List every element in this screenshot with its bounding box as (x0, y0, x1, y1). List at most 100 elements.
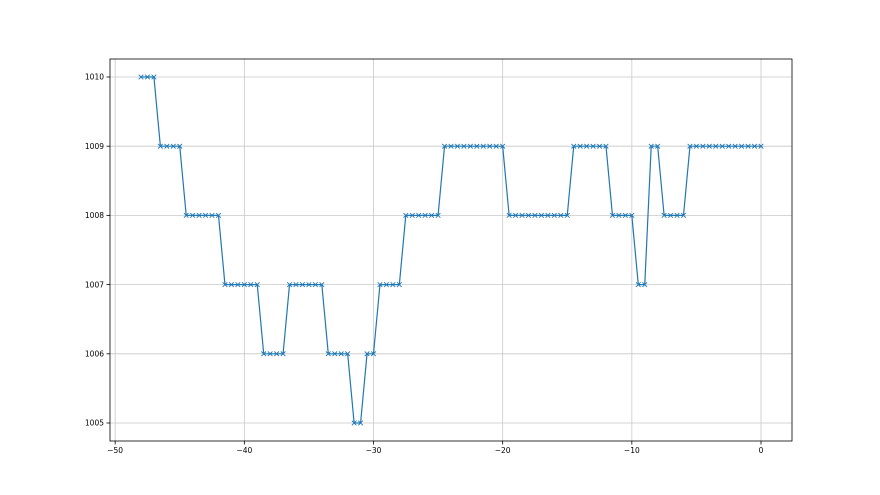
data-point-marker (183, 212, 189, 219)
data-point-marker (487, 143, 493, 149)
series-line (141, 76, 761, 424)
data-point-marker (351, 420, 357, 426)
data-point-marker (364, 351, 370, 357)
data-point-marker (377, 281, 383, 288)
data-point-marker (525, 212, 532, 219)
data-point-marker (177, 143, 183, 149)
y-tick-label: 1006 (85, 350, 104, 359)
data-point-marker (655, 143, 661, 149)
data-point-marker (667, 212, 674, 219)
data-point-marker (732, 143, 738, 149)
data-point-marker (745, 143, 751, 149)
y-tick-label: 1008 (85, 211, 104, 220)
data-point-marker (603, 143, 609, 149)
data-point-marker (512, 212, 519, 219)
data-point-marker (345, 351, 351, 357)
data-point-marker (357, 420, 364, 426)
data-point-marker (422, 212, 428, 219)
data-point-marker (467, 143, 473, 149)
data-point-marker (306, 281, 312, 288)
data-point-marker (454, 143, 461, 149)
data-point-marker (648, 143, 654, 149)
data-point-marker (235, 281, 241, 288)
data-point-marker (661, 212, 667, 219)
data-point-marker (596, 143, 603, 149)
data-point-marker (409, 212, 415, 219)
data-point-marker (706, 143, 712, 149)
data-point-marker (332, 351, 338, 357)
data-point-marker (571, 143, 577, 149)
data-point-marker (674, 212, 680, 219)
data-point-marker (274, 351, 280, 357)
x-tick-label: −10 (624, 446, 640, 455)
y-tick-label: 1009 (85, 142, 104, 151)
data-point-marker (680, 212, 687, 219)
data-point-marker (299, 281, 306, 288)
data-point-marker (228, 281, 235, 288)
x-tick-label: −50 (107, 446, 123, 455)
data-point-marker (506, 212, 512, 219)
data-point-marker (609, 212, 616, 219)
data-point-marker (480, 143, 486, 149)
x-tick-label: −30 (366, 446, 382, 455)
data-point-marker (254, 281, 260, 288)
data-point-marker (687, 143, 693, 149)
data-point-marker (202, 212, 209, 219)
data-point-marker (151, 74, 157, 80)
data-point-marker (325, 351, 331, 357)
data-point-marker (403, 212, 409, 219)
data-point-marker (416, 212, 422, 219)
data-point-marker (396, 281, 402, 288)
data-point-marker (642, 281, 648, 288)
data-point-marker (196, 212, 202, 219)
data-point-marker (312, 281, 318, 288)
data-point-marker (622, 212, 628, 219)
data-point-marker (370, 351, 377, 357)
data-point-marker (241, 281, 247, 288)
data-point-marker (616, 212, 622, 219)
data-point-marker (390, 281, 396, 288)
plot-frame (109, 58, 793, 442)
data-point-marker (441, 143, 448, 149)
data-point-marker (338, 351, 344, 357)
data-point-marker (726, 143, 732, 149)
data-point-marker (138, 74, 144, 80)
data-point-marker (170, 143, 176, 149)
data-point-marker (222, 281, 228, 288)
data-point-marker (590, 143, 596, 149)
data-point-marker (144, 74, 151, 80)
data-point-marker (538, 212, 545, 219)
data-point-marker (719, 143, 725, 149)
data-point-marker (474, 143, 480, 149)
data-point-marker (545, 212, 551, 219)
data-point-marker (215, 212, 222, 219)
data-point-marker (190, 212, 196, 219)
data-point-marker (248, 281, 254, 288)
data-point-marker (429, 212, 435, 219)
data-point-marker (293, 281, 299, 288)
data-point-marker (519, 212, 525, 219)
data-point-marker (558, 212, 564, 219)
data-point-marker (280, 351, 286, 357)
data-point-marker (500, 143, 506, 149)
data-point-marker (577, 143, 583, 149)
x-tick-label: 0 (759, 446, 764, 455)
data-point-marker (693, 143, 700, 149)
data-point-marker (435, 212, 441, 219)
data-point-marker (751, 143, 758, 149)
data-point-marker (319, 281, 325, 288)
data-point-marker (157, 143, 163, 149)
data-point-marker (551, 212, 557, 219)
x-tick-label: −20 (495, 446, 511, 455)
data-point-marker (493, 143, 499, 149)
data-point-marker (713, 143, 719, 149)
data-point-marker (739, 143, 745, 149)
data-point-marker (461, 143, 467, 149)
data-point-marker (383, 281, 390, 288)
y-tick-label: 1005 (85, 419, 104, 428)
data-point-marker (164, 143, 170, 149)
data-point-marker (629, 212, 635, 219)
y-tick-label: 1010 (85, 73, 104, 82)
